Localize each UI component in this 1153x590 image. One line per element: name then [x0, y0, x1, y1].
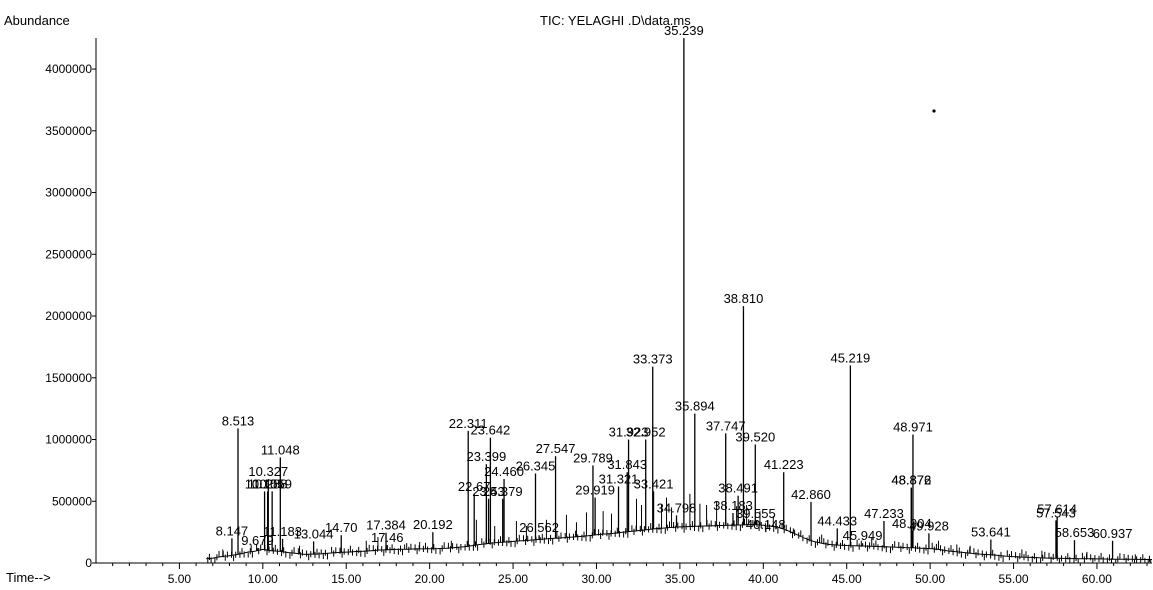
tic-trace	[206, 518, 1152, 563]
y-tick-label: 2000000	[45, 309, 92, 323]
peak-label: 37.747	[706, 418, 746, 433]
peak-label: 39.555	[736, 506, 776, 521]
x-tick-label: 50.00	[915, 572, 945, 586]
peak-label: 57.614	[1037, 502, 1077, 517]
peak-label: 38.183	[713, 498, 753, 513]
peak-label: 60.937	[1093, 526, 1133, 541]
y-tick-label: 3000000	[45, 186, 92, 200]
peak-label: 10.105	[245, 476, 285, 491]
y-tick-label: 1000000	[45, 433, 92, 447]
peak-label: 44.433	[817, 513, 857, 528]
peak-label: 35.894	[675, 399, 715, 414]
x-tick-label: 35.00	[665, 572, 695, 586]
peak-label: 31.843	[607, 457, 647, 472]
peak-label: 29.789	[573, 450, 613, 465]
x-tick-labels: 5.00 10.00 15.00 20.00 25.00 30.00 35.00 40.00 4…	[112, 563, 1148, 586]
peak-label: 23.53	[472, 484, 505, 499]
peak-label: 40.148	[746, 517, 786, 532]
peak-label: 8.513	[222, 413, 255, 428]
peak-label: 48.904	[892, 516, 932, 531]
peak-label: 48.971	[893, 420, 933, 435]
peak-label: 22.67	[458, 479, 491, 494]
x-tick-label: 10.00	[248, 572, 278, 586]
peak-label: 39.520	[735, 429, 775, 444]
peak-label: 10.288	[248, 476, 288, 491]
x-tick-label: 5.00	[168, 572, 192, 586]
peak-label: 11.048	[261, 442, 300, 457]
peak-lines	[222, 38, 1136, 560]
y-tick-labels: 0 500000 1000000 1500000 2000000 2500000 30000…	[45, 62, 96, 570]
x-tick-label: 45.00	[832, 572, 862, 586]
peak-label: 9.679	[241, 533, 274, 548]
y-tick-label: 3500000	[45, 124, 92, 138]
peak-label: 26.345	[516, 458, 556, 473]
peak-label: 8.147	[216, 523, 249, 538]
peak-label: 22.311	[449, 416, 488, 431]
peak-label: 26.562	[519, 520, 559, 535]
peak-label: 17.384	[366, 518, 406, 533]
peak-label: 17.46	[371, 530, 404, 545]
y-axis-label: Abundance	[4, 13, 70, 28]
x-tick-label: 20.00	[415, 572, 445, 586]
peak-label: 48.876	[891, 473, 931, 488]
peak-label: 34.798	[657, 500, 697, 515]
y-tick-label: 2500000	[45, 247, 92, 261]
peak-label: 20.192	[413, 517, 453, 532]
peak-label: 57.543	[1036, 505, 1076, 520]
x-tick-label: 55.00	[999, 572, 1029, 586]
peak-label: 11.183	[263, 524, 302, 539]
x-tick-label: 30.00	[581, 572, 611, 586]
peak-label: 23.399	[466, 449, 506, 464]
peak-label: 10.327	[248, 464, 288, 479]
peak-label: 31.321	[599, 471, 639, 486]
peak-label: 35.239	[664, 23, 704, 38]
peak-label: 48.872	[891, 473, 931, 488]
peak-label: 32.952	[626, 425, 666, 440]
peak-label: 53.641	[971, 525, 1011, 540]
peak-label: 38.491	[718, 481, 758, 496]
peak-label: 27.547	[536, 441, 576, 456]
peak-label: 13.044	[294, 526, 334, 541]
x-tick-label: 25.00	[498, 572, 528, 586]
y-tick-label: 1500000	[45, 371, 92, 385]
x-tick-label: 15.00	[331, 572, 361, 586]
y-tick-label: 500000	[52, 494, 92, 508]
peak-label: 24.460	[484, 464, 524, 479]
peak-label: 45.219	[830, 350, 870, 365]
chart-title: TIC: YELAGHI .D\data.ms	[540, 13, 691, 28]
peak-label: 58.653	[1055, 525, 1095, 540]
peak-label: 23.642	[471, 423, 511, 438]
axes	[95, 38, 1152, 564]
peak-label: 49.928	[909, 518, 949, 533]
peak-label: 38.810	[724, 291, 764, 306]
x-tick-label: 40.00	[748, 572, 778, 586]
peak-label: 29.919	[575, 483, 615, 498]
y-tick-label: 0	[85, 556, 92, 570]
peak-label: 41.223	[764, 457, 804, 472]
peak-label: 31.923	[609, 425, 649, 440]
peak-label: 47.233	[864, 506, 904, 521]
y-tick-label: 4000000	[45, 62, 92, 76]
peak-label: 42.860	[791, 487, 831, 502]
peak-label: 10.559	[252, 476, 292, 491]
peak-label: 14.70	[325, 520, 358, 535]
stray-dot	[932, 109, 936, 113]
x-tick-label: 60.00	[1082, 572, 1112, 586]
peak-label: 33.421	[634, 476, 674, 491]
peak-label: 33.373	[633, 352, 673, 367]
peak-label: 24.379	[483, 484, 523, 499]
peak-label: 45.949	[843, 528, 883, 543]
x-axis-label: Time-->	[6, 570, 51, 585]
